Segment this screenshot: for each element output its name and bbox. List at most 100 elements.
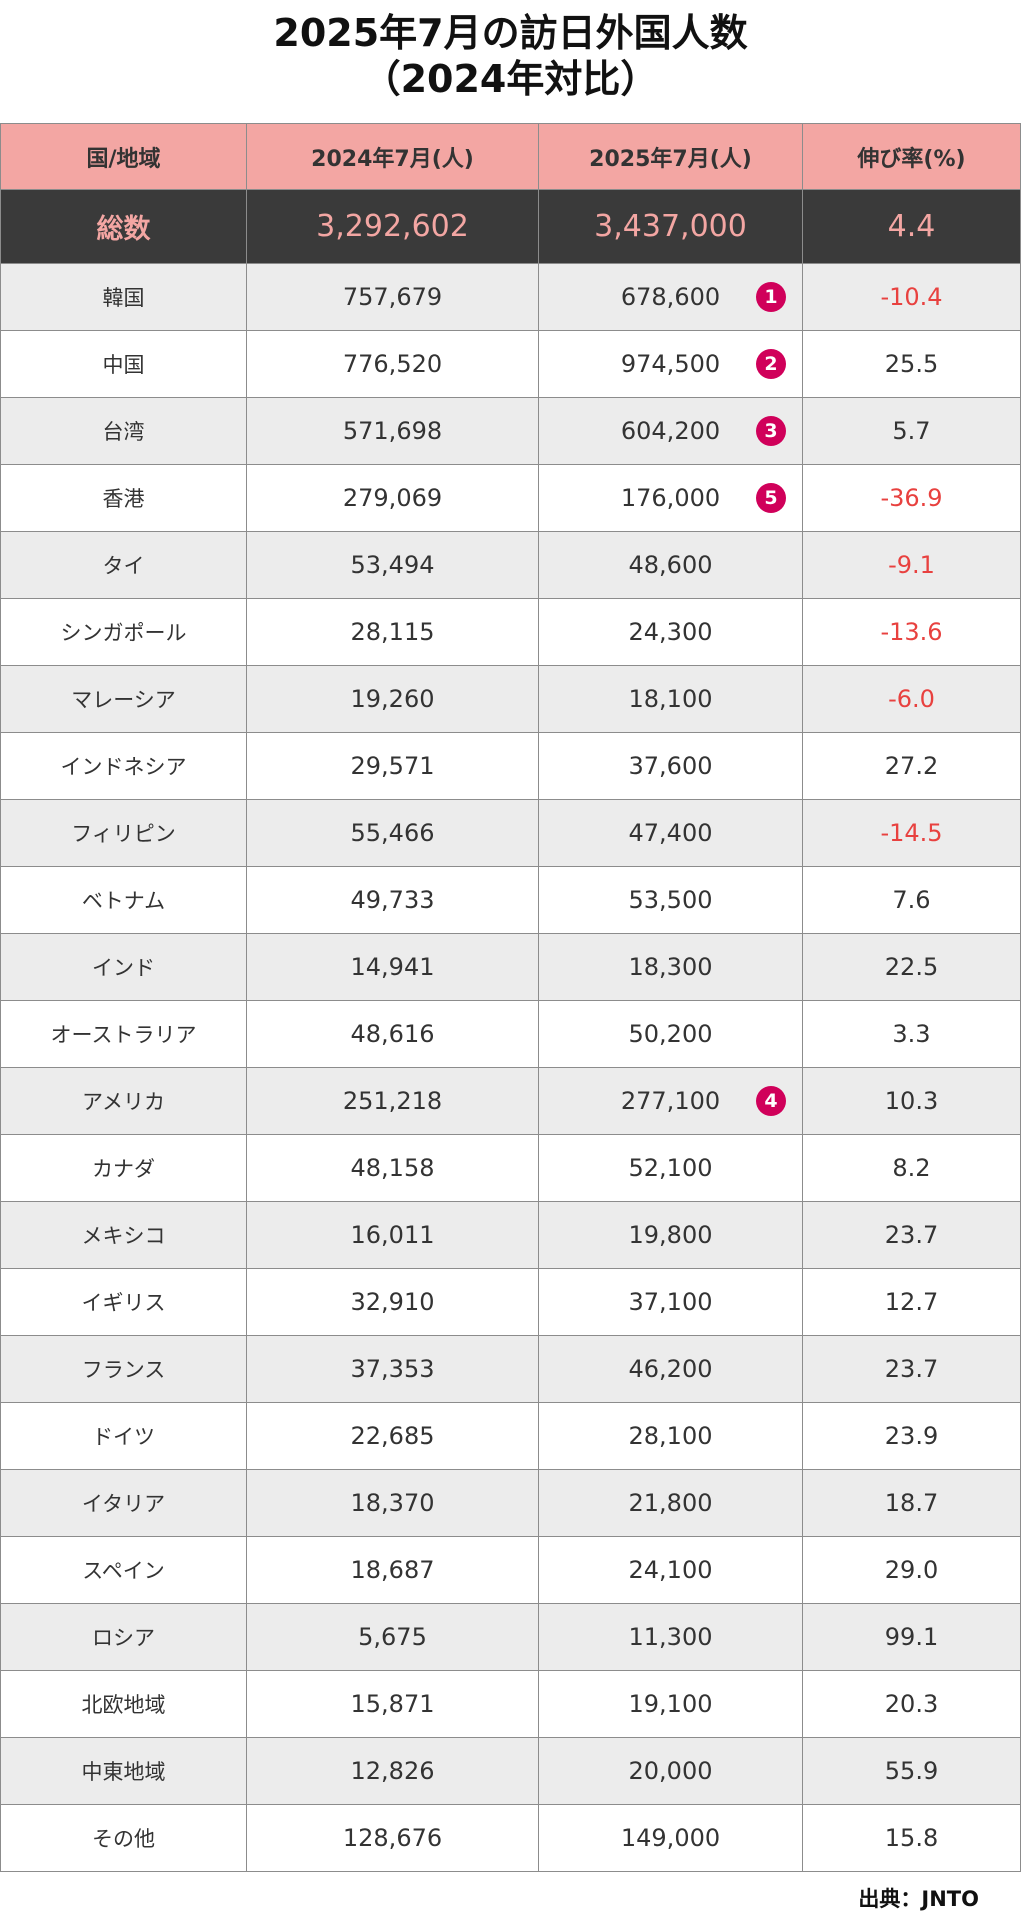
growth-cell: 23.7 — [802, 1335, 1021, 1403]
table-row: シンガポール 28,115 24,300 -13.6 — [0, 598, 1021, 666]
value-2024-cell: 55,466 — [246, 799, 539, 867]
value-2025-number: 18,300 — [628, 953, 713, 981]
value-2025-cell: 604,200 3 — [538, 397, 803, 465]
region-cell: 香港 — [0, 464, 247, 532]
total-growth: 4.4 — [802, 189, 1021, 264]
table-row: ロシア 5,675 11,300 99.1 — [0, 1603, 1021, 1671]
value-2024-cell: 18,687 — [246, 1536, 539, 1604]
value-2025-wrap: 37,600 — [540, 734, 802, 799]
value-2025-number: 28,100 — [628, 1422, 713, 1450]
table-row: マレーシア 19,260 18,100 -6.0 — [0, 665, 1021, 733]
header-2024: 2024年7月(人) — [246, 123, 539, 190]
value-2025-cell: 37,100 — [538, 1268, 803, 1336]
value-2025-number: 11,300 — [628, 1623, 713, 1651]
value-2025-number: 678,600 — [620, 283, 721, 311]
value-2024-cell: 128,676 — [246, 1804, 539, 1872]
value-2025-number: 24,100 — [628, 1556, 713, 1584]
value-2024-cell: 32,910 — [246, 1268, 539, 1336]
growth-cell: 12.7 — [802, 1268, 1021, 1336]
growth-cell: 23.9 — [802, 1402, 1021, 1470]
table-row: ドイツ 22,685 28,100 23.9 — [0, 1402, 1021, 1470]
region-cell: ロシア — [0, 1603, 247, 1671]
value-2025-number: 19,800 — [628, 1221, 713, 1249]
header-region: 国/地域 — [0, 123, 247, 190]
table-row: 台湾 571,698 604,200 3 5.7 — [0, 397, 1021, 465]
region-cell: 北欧地域 — [0, 1670, 247, 1738]
value-2025-number: 19,100 — [628, 1690, 713, 1718]
growth-cell: -14.5 — [802, 799, 1021, 867]
value-2025-number: 20,000 — [628, 1757, 713, 1785]
value-2025-number: 50,200 — [628, 1020, 713, 1048]
region-cell: インド — [0, 933, 247, 1001]
growth-cell: -36.9 — [802, 464, 1021, 532]
growth-cell: 7.6 — [802, 866, 1021, 934]
chart-title-line-1: 2025年7月の訪日外国人数 — [273, 11, 748, 55]
value-2025-wrap: 28,100 — [540, 1404, 802, 1469]
value-2025-cell: 53,500 — [538, 866, 803, 934]
value-2025-wrap: 37,100 — [540, 1270, 802, 1335]
value-2024-cell: 48,158 — [246, 1134, 539, 1202]
region-cell: その他 — [0, 1804, 247, 1872]
region-cell: 中東地域 — [0, 1737, 247, 1805]
region-cell: シンガポール — [0, 598, 247, 666]
value-2025-wrap: 52,100 — [540, 1136, 802, 1201]
growth-cell: 8.2 — [802, 1134, 1021, 1202]
value-2025-wrap: 48,600 — [540, 533, 802, 598]
growth-cell: 20.3 — [802, 1670, 1021, 1738]
rank-badge: 1 — [756, 282, 786, 312]
value-2025-wrap: 19,100 — [540, 1672, 802, 1737]
value-2025-cell: 277,100 4 — [538, 1067, 803, 1135]
value-2025-number: 46,200 — [628, 1355, 713, 1383]
region-cell: インドネシア — [0, 732, 247, 800]
value-2025-wrap: 149,000 — [540, 1806, 802, 1871]
value-2025-cell: 974,500 2 — [538, 330, 803, 398]
value-2024-cell: 776,520 — [246, 330, 539, 398]
value-2025-number: 47,400 — [628, 819, 713, 847]
value-2024-cell: 53,494 — [246, 531, 539, 599]
table-row: インドネシア 29,571 37,600 27.2 — [0, 732, 1021, 800]
region-cell: カナダ — [0, 1134, 247, 1202]
growth-cell: 15.8 — [802, 1804, 1021, 1872]
region-cell: タイ — [0, 531, 247, 599]
region-cell: フランス — [0, 1335, 247, 1403]
table-row: 北欧地域 15,871 19,100 20.3 — [0, 1670, 1021, 1738]
table-row: インド 14,941 18,300 22.5 — [0, 933, 1021, 1001]
growth-cell: 29.0 — [802, 1536, 1021, 1604]
growth-cell: 55.9 — [802, 1737, 1021, 1805]
value-2024-cell: 251,218 — [246, 1067, 539, 1135]
value-2024-cell: 49,733 — [246, 866, 539, 934]
table-row: 香港 279,069 176,000 5 -36.9 — [0, 464, 1021, 532]
value-2025-wrap: 19,800 — [540, 1203, 802, 1268]
growth-cell: 23.7 — [802, 1201, 1021, 1269]
value-2024-cell: 5,675 — [246, 1603, 539, 1671]
table-row: イタリア 18,370 21,800 18.7 — [0, 1469, 1021, 1537]
table-row: メキシコ 16,011 19,800 23.7 — [0, 1201, 1021, 1269]
table-row: タイ 53,494 48,600 -9.1 — [0, 531, 1021, 599]
value-2025-number: 52,100 — [628, 1154, 713, 1182]
value-2025-number: 18,100 — [628, 685, 713, 713]
value-2024-cell: 14,941 — [246, 933, 539, 1001]
table-row: 韓国 757,679 678,600 1 -10.4 — [0, 263, 1021, 331]
value-2024-cell: 757,679 — [246, 263, 539, 331]
chart-title: 2025年7月の訪日外国人数 （2024年対比） — [0, 10, 1021, 102]
table-row: フィリピン 55,466 47,400 -14.5 — [0, 799, 1021, 867]
table-row: カナダ 48,158 52,100 8.2 — [0, 1134, 1021, 1202]
total-label: 総数 — [0, 189, 247, 264]
region-cell: イギリス — [0, 1268, 247, 1336]
table-body: 総数 3,292,602 3,437,000 4.4 韓国 757,679 678,… — [0, 189, 1021, 1872]
value-2025-cell: 176,000 5 — [538, 464, 803, 532]
value-2025-wrap: 277,100 4 — [540, 1069, 802, 1134]
value-2025-number: 21,800 — [628, 1489, 713, 1517]
value-2025-wrap: 20,000 — [540, 1739, 802, 1804]
total-2025: 3,437,000 — [538, 189, 803, 264]
value-2025-wrap: 604,200 3 — [540, 399, 802, 464]
value-2025-wrap: 18,300 — [540, 935, 802, 1000]
value-2024-cell: 571,698 — [246, 397, 539, 465]
value-2024-cell: 29,571 — [246, 732, 539, 800]
growth-cell: 27.2 — [802, 732, 1021, 800]
table-row: 中国 776,520 974,500 2 25.5 — [0, 330, 1021, 398]
value-2024-cell: 15,871 — [246, 1670, 539, 1738]
region-cell: ベトナム — [0, 866, 247, 934]
growth-cell: 25.5 — [802, 330, 1021, 398]
growth-cell: 18.7 — [802, 1469, 1021, 1537]
